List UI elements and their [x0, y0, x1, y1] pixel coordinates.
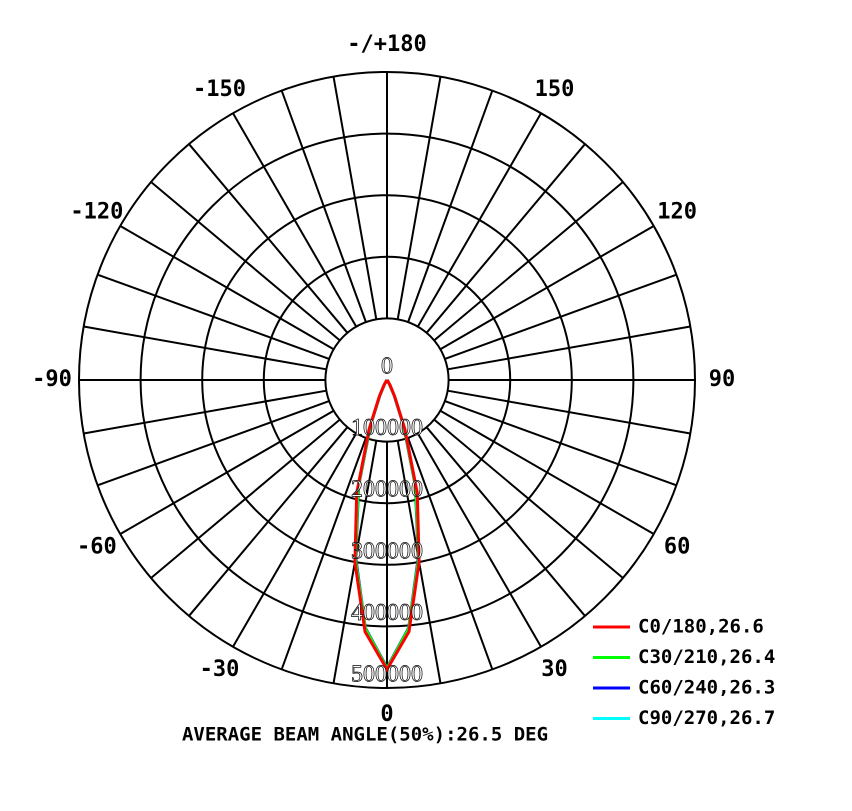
spoke-line	[433, 418, 624, 579]
spoke-line	[83, 325, 327, 371]
spoke-line	[447, 389, 691, 435]
angle-label: 150	[535, 77, 575, 102]
angle-label: -/+180	[347, 32, 426, 57]
angle-label: -60	[77, 535, 117, 560]
spoke-line	[188, 143, 349, 334]
radial-tick-label: 400000	[351, 600, 423, 626]
spoke-line	[433, 181, 624, 342]
angle-label: -30	[200, 657, 240, 682]
spoke-line	[407, 90, 494, 323]
spoke-line	[150, 418, 341, 579]
angle-grid-line	[439, 409, 655, 535]
angle-label: 0	[380, 702, 393, 727]
radial-tick-label: 500000	[351, 662, 423, 688]
spoke-line	[396, 76, 442, 320]
spoke-line	[447, 325, 691, 371]
spoke-line	[280, 437, 367, 670]
spoke-line	[97, 273, 330, 360]
legend-label: C30/210,26.4	[638, 646, 775, 668]
angle-label: 30	[541, 657, 568, 682]
legend-label: C60/240,26.3	[638, 677, 775, 699]
angle-label: 120	[657, 200, 697, 225]
spoke-line	[444, 400, 677, 487]
spoke-line	[425, 426, 586, 617]
radial-tick-label: 200000	[351, 477, 423, 503]
angle-label: -90	[32, 367, 72, 392]
legend-label: C0/180,26.6	[638, 616, 764, 638]
spoke-line	[83, 389, 327, 435]
chart-title: AVERAGE BEAM ANGLE(50%):26.5 DEG	[182, 724, 548, 746]
angle-label: -120	[70, 200, 123, 225]
radial-tick-label: 100000	[351, 415, 423, 441]
angle-grid-line	[232, 112, 358, 328]
spoke-line	[407, 437, 494, 670]
radial-tick-label: 300000	[351, 538, 423, 564]
spoke-line	[332, 76, 378, 320]
angle-label: 90	[709, 367, 736, 392]
angle-grid-line	[119, 409, 335, 535]
angle-label: -150	[193, 77, 246, 102]
spoke-line	[444, 273, 677, 360]
spoke-line	[425, 143, 586, 334]
radial-tick-label: 0	[381, 354, 393, 380]
angle-grid-line	[416, 432, 542, 648]
series-line	[353, 379, 421, 673]
legend-label: C90/270,26.7	[638, 707, 775, 729]
spoke-line	[97, 400, 330, 487]
spoke-line	[280, 90, 367, 323]
angle-grid-line	[232, 432, 358, 648]
angle-label: 60	[664, 535, 691, 560]
spoke-line	[188, 426, 349, 617]
angle-grid-line	[416, 112, 542, 328]
angle-grid-line	[439, 225, 655, 351]
spoke-line	[150, 181, 341, 342]
angle-grid-line	[119, 225, 335, 351]
